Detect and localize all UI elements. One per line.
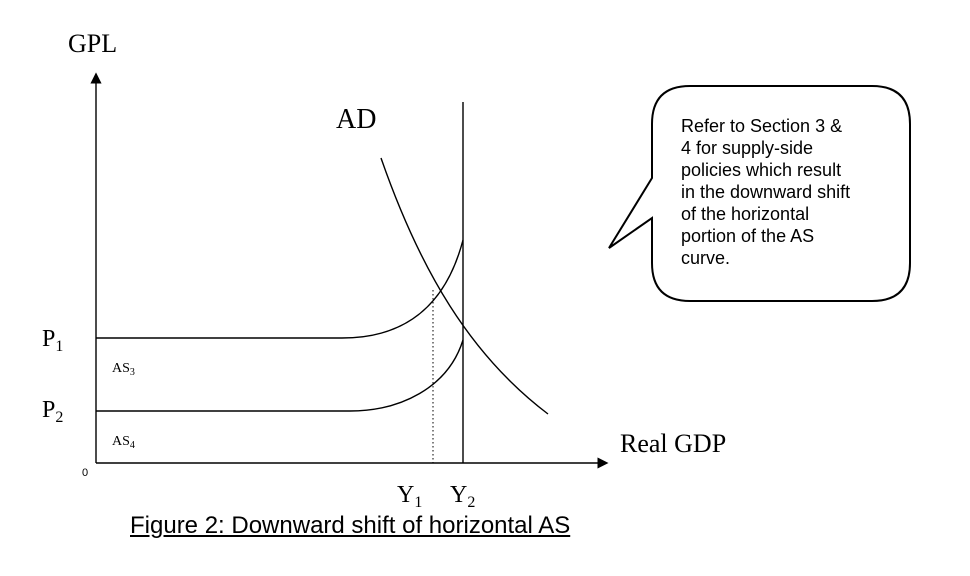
callout-line: curve.	[681, 248, 730, 268]
callout-bubble	[608, 85, 911, 302]
callout-line: Refer to Section 3 &	[681, 116, 842, 136]
p2-label: P2	[42, 397, 63, 426]
ad-label: AD	[336, 104, 376, 135]
callout-line: policies which result	[681, 160, 841, 180]
callout-line: of the horizontal	[681, 204, 809, 224]
callout-line: portion of the AS	[681, 226, 814, 246]
x-axis-label: Real GDP	[620, 429, 726, 458]
origin-label: 0	[82, 467, 88, 479]
y1-label: Y1	[397, 482, 422, 511]
as4-label: AS4	[112, 434, 135, 451]
y2-label: Y2	[450, 482, 475, 511]
callout-line: 4 for supply-side	[681, 138, 813, 158]
as4-curve	[96, 339, 464, 412]
figure-caption: Figure 2: Downward shift of horizontal A…	[130, 512, 571, 539]
as3-label: AS3	[112, 361, 135, 378]
ad-curve	[380, 157, 549, 415]
as3-curve	[96, 239, 464, 339]
callout-line: in the downward shift	[681, 182, 850, 202]
y-axis-label: GPL	[68, 29, 117, 58]
p1-label: P1	[42, 326, 63, 355]
callout-text: Refer to Section 3 & 4 for supply-side p…	[681, 116, 850, 268]
